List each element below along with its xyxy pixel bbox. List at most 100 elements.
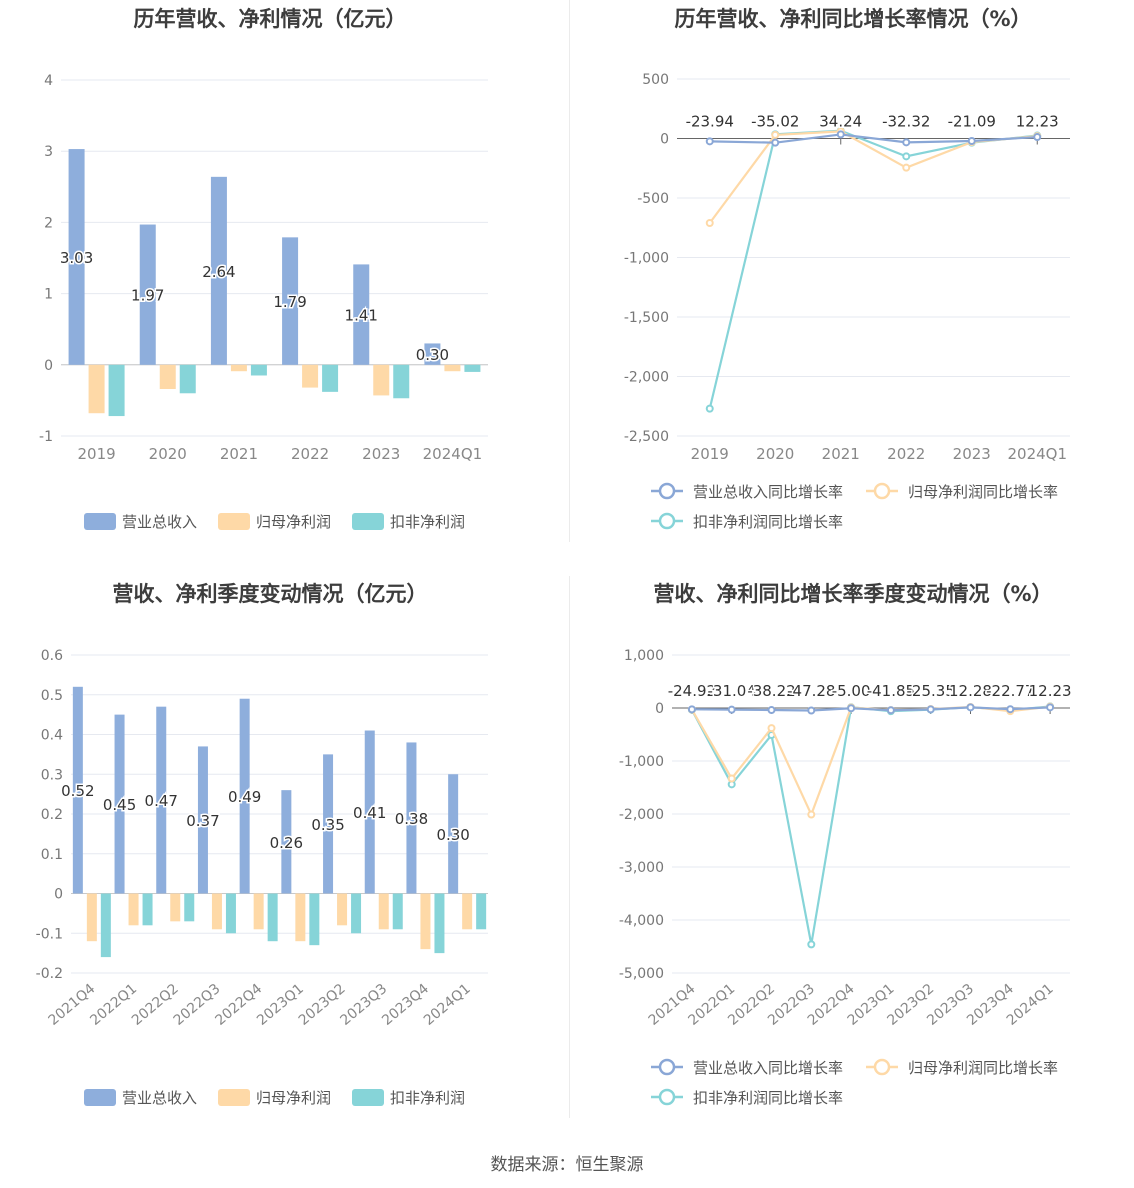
- y-tick-label: -5,000: [619, 966, 664, 982]
- legend-swatch: [84, 1089, 116, 1106]
- bar-deducted-net-profit: [108, 364, 125, 417]
- bar-deducted-net-profit: [393, 364, 410, 399]
- panel-annual-growth-rate: 历年营收、净利同比增长率情况（%） -2,500 -2,000 -1,500 -1,00…: [567, 0, 1134, 576]
- chart-title: 历年营收、净利情况（亿元）: [134, 7, 407, 31]
- series-point: [902, 138, 911, 147]
- line-data-label: -32.32: [882, 113, 930, 131]
- bar-data-label: 0.30: [416, 346, 449, 364]
- line-data-label: -38.22: [747, 682, 795, 700]
- bar-data-label: 0.38: [395, 810, 428, 828]
- y-tick-label: 1: [44, 287, 53, 303]
- x-tick-label: 2022: [291, 445, 329, 463]
- series-line-0: [691, 706, 1051, 712]
- line-data-label: -25.35: [907, 682, 955, 700]
- bar-revenue: [282, 237, 299, 365]
- legend-label: 扣非净利润: [390, 513, 465, 531]
- legend-label: 扣非净利润同比增长率: [693, 513, 843, 531]
- data-source-footer: 数据来源：恒生聚源: [490, 1155, 644, 1175]
- bar-deducted-net-profit: [322, 364, 339, 392]
- bar-data-label: 1.41: [345, 307, 378, 325]
- x-tick-label: 2024Q1: [1007, 445, 1067, 463]
- bar-data-label: 0.45: [103, 796, 136, 814]
- bar-data-label: 0.26: [270, 834, 303, 852]
- x-tick-label: 2019: [691, 445, 729, 463]
- bar-net-profit: [128, 893, 139, 926]
- line-data-label: 34.24: [819, 113, 862, 131]
- y-tick-label: 500: [642, 72, 669, 88]
- y-tick-label: 0.6: [41, 648, 63, 664]
- legend-label: 归母净利润: [256, 513, 331, 531]
- chart-quarterly-growth-rate: 营收、净利同比增长率季度变动情况（%） -5,000 -4,000 -3,000 -2,…: [619, 582, 1073, 1107]
- bar-net-profit: [295, 893, 306, 942]
- legend-marker: [658, 1058, 676, 1076]
- line-data-label: -23.94: [686, 113, 734, 131]
- bar-data-label: 0.49: [228, 788, 261, 806]
- divider-top: [569, 0, 570, 542]
- y-tick-label: 0: [655, 701, 664, 717]
- bar-net-profit: [420, 893, 431, 950]
- bar-data-label: 0.37: [186, 812, 219, 830]
- series-point: [705, 137, 714, 146]
- bar-deducted-net-profit: [184, 893, 195, 922]
- bar-data-label: 0.30: [436, 826, 469, 844]
- bar-deducted-net-profit: [434, 893, 445, 954]
- x-tick-label: 2023: [362, 445, 400, 463]
- bar-revenue: [424, 343, 441, 365]
- line-data-label: 12.28: [949, 682, 992, 700]
- line-data-label: -22.77: [986, 682, 1034, 700]
- x-tick-label: 2022: [887, 445, 925, 463]
- x-tick-label: 2021: [822, 445, 860, 463]
- y-tick-label: -2,500: [624, 429, 669, 445]
- chart-annual-revenue-profit: 历年营收、净利情况（亿元） -1 0 1 2 3 4 2019 2020 2021 2022 2023…: [39, 7, 488, 531]
- legend-swatch: [218, 1089, 250, 1106]
- series-point: [847, 704, 856, 713]
- series-point: [807, 810, 816, 819]
- bar-data-label: 3.03: [60, 249, 93, 267]
- series-point: [705, 218, 714, 227]
- series-point: [1046, 703, 1055, 712]
- chart-title: 营收、净利季度变动情况（亿元）: [113, 582, 428, 606]
- y-tick-label: -1: [39, 429, 53, 445]
- series-point: [966, 703, 975, 712]
- bar-deducted-net-profit: [476, 893, 487, 930]
- bar-revenue: [139, 224, 156, 365]
- line-data-label: 12.23: [1016, 113, 1059, 131]
- legend-label: 营业总收入同比增长率: [693, 1059, 843, 1077]
- bar-deducted-net-profit: [250, 364, 267, 376]
- bar-revenue: [364, 730, 375, 894]
- y-tick-label: 0.3: [41, 767, 63, 783]
- series-point: [767, 724, 776, 733]
- x-tick-label: 2019: [77, 445, 115, 463]
- series-point: [886, 706, 895, 715]
- bar-data-label: 1.97: [131, 287, 164, 305]
- y-tick-label: 0: [660, 132, 669, 148]
- y-tick-label: 0.1: [41, 847, 63, 863]
- series-point: [967, 137, 976, 146]
- legend-marker: [873, 1058, 891, 1076]
- series-point: [771, 138, 780, 147]
- y-tick-label: 0: [54, 887, 63, 903]
- legend-swatch: [84, 513, 116, 530]
- series-point: [767, 706, 776, 715]
- y-tick-label: 2: [44, 215, 53, 231]
- legend-label: 归母净利润同比增长率: [908, 483, 1058, 501]
- bar-net-profit: [462, 893, 473, 930]
- series-line-0: [709, 133, 1038, 144]
- x-tick-label: 2023: [953, 445, 991, 463]
- y-tick-label: 4: [44, 73, 53, 89]
- bar-revenue: [353, 264, 370, 365]
- series-point: [1006, 705, 1015, 714]
- series-point: [807, 706, 816, 715]
- panel-quarterly-growth-rate: 营收、净利同比增长率季度变动情况（%） -5,000 -4,000 -3,000 -2,…: [567, 576, 1134, 1152]
- series-point: [727, 774, 736, 783]
- line-data-label: -24.92: [668, 682, 716, 700]
- divider-bottom: [569, 576, 570, 1118]
- x-tick-label: 2024Q1: [423, 445, 483, 463]
- bar-net-profit: [378, 893, 389, 930]
- legend-label: 归母净利润同比增长率: [908, 1059, 1058, 1077]
- y-tick-label: 1,000: [624, 648, 664, 664]
- bar-revenue: [156, 706, 167, 894]
- bar-data-label: 0.35: [311, 816, 344, 834]
- legend-label: 归母净利润: [256, 1089, 331, 1107]
- y-tick-label: -3,000: [619, 860, 664, 876]
